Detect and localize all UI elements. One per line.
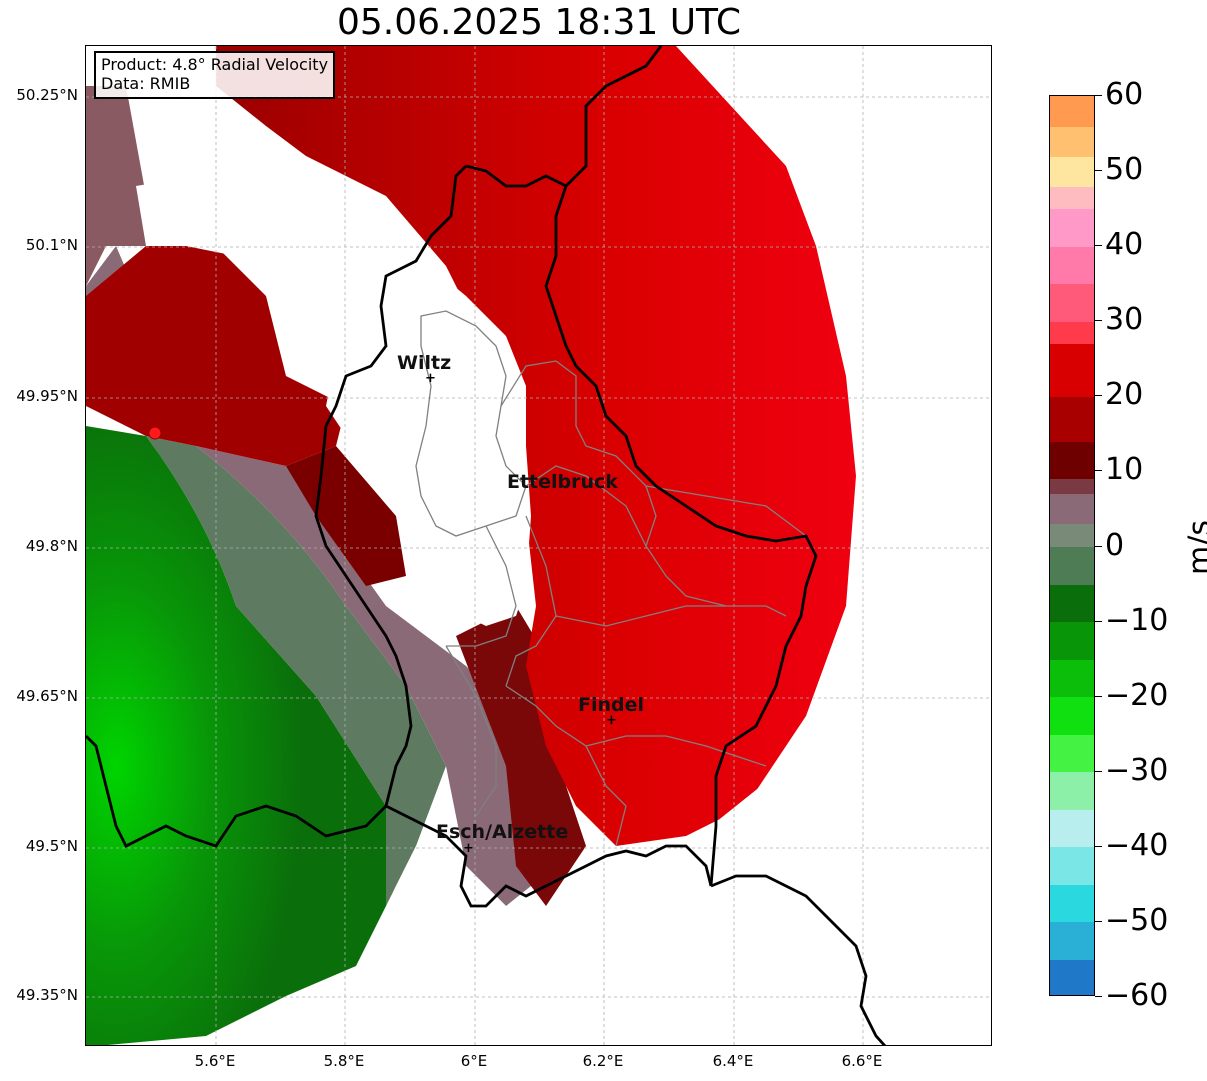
colorbar-tick-label: 0 — [1105, 527, 1125, 563]
colorbar-tick-label: −10 — [1105, 602, 1169, 638]
city-label-wiltz: Wiltz — [397, 352, 452, 374]
colorbar-band — [1050, 771, 1094, 810]
colorbar-unit-label: m/s — [1182, 520, 1207, 575]
colorbar-band — [1050, 478, 1094, 495]
city-label-esch-alzette: Esch/Alzette — [436, 821, 569, 843]
data-source-label: Data: RMIB — [101, 74, 191, 93]
colorbar-tickmark — [1095, 845, 1102, 847]
canton-boundaries — [415, 310, 807, 847]
colorbar-tick-label: 20 — [1105, 377, 1144, 413]
colorbar-band — [1050, 659, 1094, 698]
city-marker-icon: + — [606, 713, 617, 728]
radar-site-marker — [148, 426, 162, 440]
colorbar-band — [1050, 734, 1094, 773]
colorbar-band — [1050, 186, 1094, 210]
colorbar-band — [1050, 846, 1094, 885]
colorbar-tickmark — [1095, 245, 1102, 247]
colorbar-tick-label: −20 — [1105, 677, 1169, 713]
colorbar-tickmark — [1095, 320, 1102, 322]
colorbar-tickmark — [1095, 545, 1102, 547]
colorbar-band — [1050, 321, 1094, 345]
city-marker-icon: + — [463, 841, 474, 856]
lon-tick-label: 6.4°E — [712, 1052, 754, 1070]
colorbar-band — [1050, 246, 1094, 285]
radar-map[interactable] — [85, 45, 992, 1046]
lat-tick-label: 50.1°N — [25, 236, 78, 254]
lat-tick-label: 49.8°N — [25, 537, 78, 555]
lon-tick-label: 5.8°E — [323, 1052, 365, 1070]
lat-tick-label: 49.5°N — [25, 837, 78, 855]
colorbar-tickmark — [1095, 620, 1102, 622]
colorbar-tick-label: −30 — [1105, 752, 1169, 788]
velocity-region-gray — [146, 436, 446, 906]
city-label-findel: Findel — [578, 694, 645, 716]
colorbar-tickmark — [1095, 470, 1102, 472]
velocity-colorbar — [1049, 95, 1095, 996]
colorbar-tick-label: −60 — [1105, 978, 1169, 1013]
lat-tick-label: 50.25°N — [16, 86, 78, 104]
radar-map-canvas — [86, 46, 991, 1045]
product-info-box: Product: 4.8° Radial Velocity Data: RMIB — [94, 51, 336, 99]
colorbar-tickmark — [1095, 395, 1102, 397]
lat-tick-label: 49.35°N — [16, 986, 78, 1004]
country-borders — [86, 46, 887, 1045]
colorbar-tickmark — [1095, 920, 1102, 922]
colorbar-tick-label: 50 — [1105, 152, 1144, 188]
velocity-region-darkred-2 — [286, 446, 406, 586]
colorbar-band — [1050, 523, 1094, 547]
no-echo-area — [136, 176, 531, 626]
velocity-region-red — [216, 46, 856, 846]
colorbar-band — [1050, 884, 1094, 923]
velocity-region-green — [86, 426, 396, 1045]
velocity-region-mauve — [86, 86, 146, 286]
colorbar-band — [1050, 696, 1094, 735]
colorbar-band — [1050, 493, 1094, 525]
colorbar-band — [1050, 96, 1094, 127]
colorbar-band — [1050, 208, 1094, 247]
colorbar-band — [1050, 396, 1094, 442]
map-title: 05.06.2025 18:31 UTC — [336, 2, 742, 43]
colorbar-band — [1050, 441, 1094, 480]
colorbar-tick-label: −50 — [1105, 902, 1169, 938]
colorbar-band — [1050, 156, 1094, 187]
colorbar-tickmark — [1095, 996, 1102, 997]
colorbar-band — [1050, 584, 1094, 623]
colorbar-tickmark — [1095, 95, 1102, 96]
no-echo-lower — [336, 846, 556, 1045]
colorbar-band — [1050, 959, 1094, 995]
colorbar-tick-label: 60 — [1105, 77, 1144, 112]
no-echo-area-outer — [477, 46, 991, 1045]
product-label: Product: 4.8° Radial Velocity — [101, 55, 329, 74]
colorbar-band — [1050, 283, 1094, 322]
lon-tick-label: 6.6°E — [841, 1052, 883, 1070]
colorbar-tick-label: 40 — [1105, 227, 1144, 263]
city-label-ettelbruck: Ettelbruck — [507, 471, 618, 493]
lon-tick-label: 6.2°E — [582, 1052, 624, 1070]
colorbar-tick-label: 10 — [1105, 452, 1144, 488]
lat-tick-label: 49.65°N — [16, 687, 78, 705]
velocity-region-mauve-2 — [196, 446, 556, 906]
colorbar-tickmark — [1095, 770, 1102, 772]
city-marker-icon: + — [425, 371, 436, 386]
lat-tick-label: 49.95°N — [16, 387, 78, 405]
velocity-region-darkred — [86, 246, 346, 466]
lon-tick-label: 6°E — [460, 1052, 488, 1070]
colorbar-band — [1050, 809, 1094, 848]
colorbar-band — [1050, 546, 1094, 585]
colorbar-tick-label: 30 — [1105, 302, 1144, 338]
colorbar-band — [1050, 126, 1094, 157]
colorbar-band — [1050, 921, 1094, 960]
lon-tick-label: 5.6°E — [194, 1052, 236, 1070]
colorbar-band — [1050, 621, 1094, 660]
colorbar-tick-label: −40 — [1105, 827, 1169, 863]
colorbar-band — [1050, 343, 1094, 397]
colorbar-tickmark — [1095, 695, 1102, 697]
colorbar-tickmark — [1095, 170, 1102, 172]
